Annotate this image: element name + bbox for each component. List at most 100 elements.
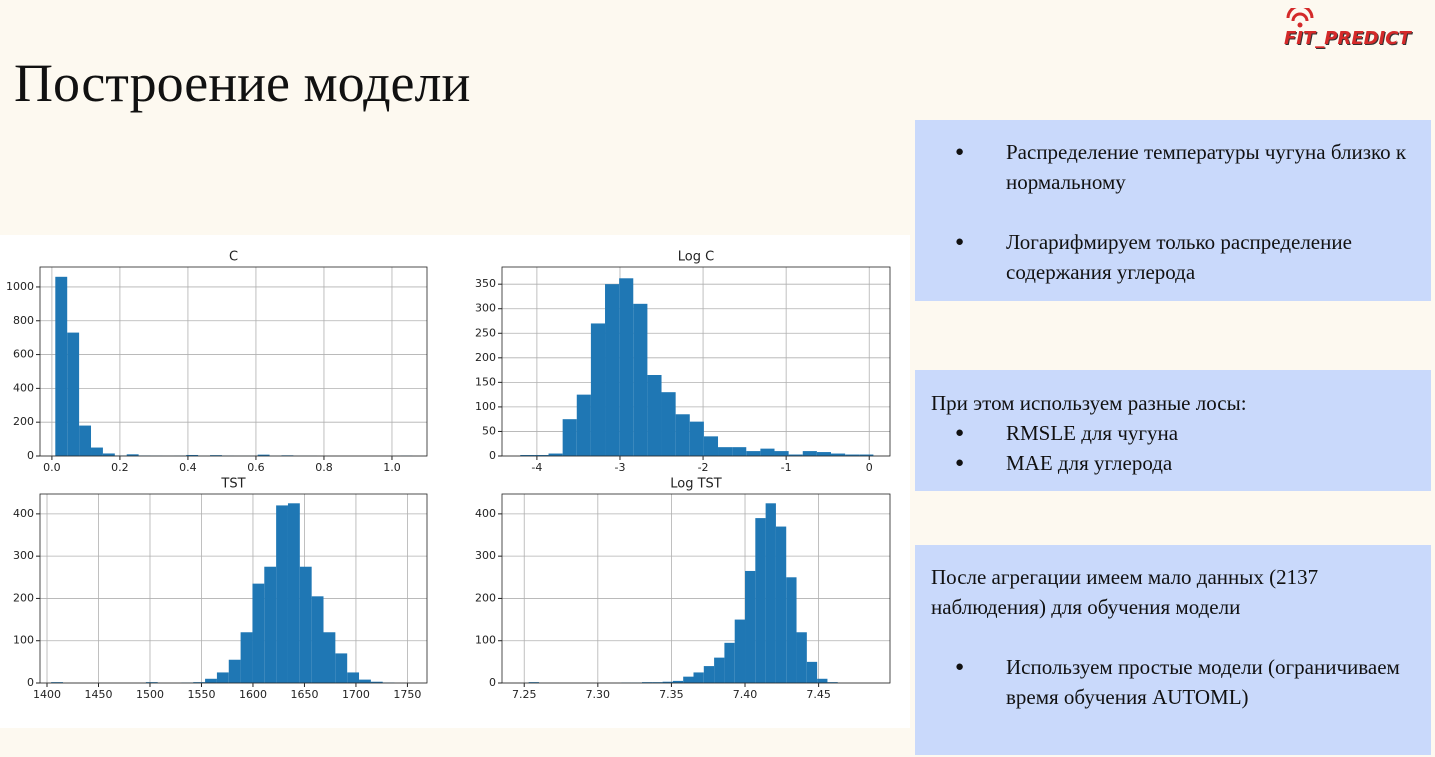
bar	[562, 419, 577, 456]
y-tick-label: 200	[475, 351, 496, 364]
x-tick-label: 7.45	[806, 688, 831, 701]
bar	[693, 672, 704, 683]
bar	[859, 454, 874, 456]
bar	[210, 455, 222, 456]
x-tick-label: 1.0	[383, 461, 401, 474]
bar	[216, 672, 229, 683]
x-tick-label: 0.8	[315, 461, 333, 474]
bar	[145, 682, 158, 683]
y-tick-label: 300	[13, 549, 34, 562]
bar	[257, 454, 270, 456]
bar	[816, 452, 832, 456]
bar	[299, 566, 312, 683]
bar	[287, 503, 300, 683]
bar	[675, 414, 690, 456]
x-tick-label: 7.30	[586, 688, 611, 701]
bar	[67, 332, 80, 456]
y-tick-label: 0	[27, 449, 34, 462]
bar	[765, 503, 776, 683]
x-tick-label: 1750	[393, 688, 421, 701]
bar	[252, 583, 265, 683]
x-tick-label: 1700	[342, 688, 370, 701]
y-tick-label: 1000	[6, 280, 34, 293]
bar	[605, 284, 620, 456]
bar	[718, 447, 733, 456]
y-tick-label: 800	[13, 314, 34, 327]
bar	[205, 678, 217, 683]
bar	[576, 394, 591, 456]
bar	[831, 453, 846, 456]
bar	[590, 323, 606, 456]
bar	[734, 619, 746, 683]
bar	[264, 566, 277, 683]
plot-frame	[39, 266, 428, 457]
bar	[641, 682, 653, 683]
y-tick-label: 0	[489, 676, 496, 689]
bar	[775, 526, 787, 683]
bar	[786, 577, 797, 683]
bar	[633, 303, 648, 456]
x-tick-label: 1400	[33, 688, 61, 701]
bar	[311, 596, 324, 683]
bar	[827, 682, 838, 683]
x-tick-label: 1600	[239, 688, 267, 701]
logo: FIT_PREDICT	[1284, 8, 1419, 58]
x-tick-label: 7.35	[659, 688, 684, 701]
bullet: RMSLE для чугуна	[931, 418, 1415, 448]
box-text: При этом используем разные лосы:	[931, 391, 1247, 415]
x-tick-label: -1	[781, 461, 792, 474]
bullet: Используем простые модели (ограничиваем …	[931, 652, 1411, 712]
x-tick-label: 1550	[187, 688, 215, 701]
y-tick-label: 600	[13, 348, 34, 361]
y-tick-label: 0	[27, 676, 34, 689]
bar	[55, 276, 68, 456]
y-tick-label: 200	[13, 415, 34, 428]
bar	[746, 451, 761, 456]
y-tick-label: 200	[13, 591, 34, 604]
bar	[796, 632, 807, 683]
bar	[91, 447, 103, 456]
bar	[672, 680, 684, 683]
bar	[370, 681, 383, 683]
bar	[755, 518, 766, 683]
x-tick-label: 1450	[84, 688, 112, 701]
x-tick-label: 1500	[136, 688, 164, 701]
bar	[703, 436, 719, 456]
bar	[193, 682, 206, 683]
bar	[335, 653, 348, 683]
bar	[802, 451, 817, 456]
y-tick-label: 100	[13, 634, 34, 647]
text-box: После агрегации имеем мало данных (2137 …	[915, 545, 1431, 755]
bar	[619, 278, 634, 456]
y-tick-label: 400	[475, 507, 496, 520]
y-tick-label: 50	[482, 424, 496, 437]
plot-frame	[39, 493, 428, 684]
y-tick-label: 300	[475, 549, 496, 562]
y-tick-label: 100	[475, 634, 496, 647]
bar	[714, 657, 725, 683]
y-tick-label: 150	[475, 375, 496, 388]
bar	[661, 392, 676, 456]
bullet: Распределение температуры чугуна близко …	[931, 137, 1415, 197]
bar	[528, 682, 539, 683]
bar	[534, 455, 549, 456]
bar	[662, 681, 673, 683]
logo-text: FIT_PREDICT	[1284, 28, 1411, 49]
x-tick-label: 0.4	[179, 461, 197, 474]
bar	[732, 447, 747, 456]
x-tick-label: -4	[531, 461, 542, 474]
bar	[126, 454, 139, 456]
slide-title: Построение модели	[14, 53, 471, 113]
text-box: При этом используем разные лосы: RMSLE д…	[915, 370, 1431, 491]
bar	[79, 425, 92, 456]
bar	[689, 421, 704, 456]
bar	[652, 682, 663, 683]
bar	[276, 505, 288, 683]
bar	[323, 632, 336, 683]
y-tick-label: 350	[475, 277, 496, 290]
y-tick-label: 100	[475, 400, 496, 413]
y-tick-label: 400	[13, 507, 34, 520]
bar	[760, 448, 775, 456]
